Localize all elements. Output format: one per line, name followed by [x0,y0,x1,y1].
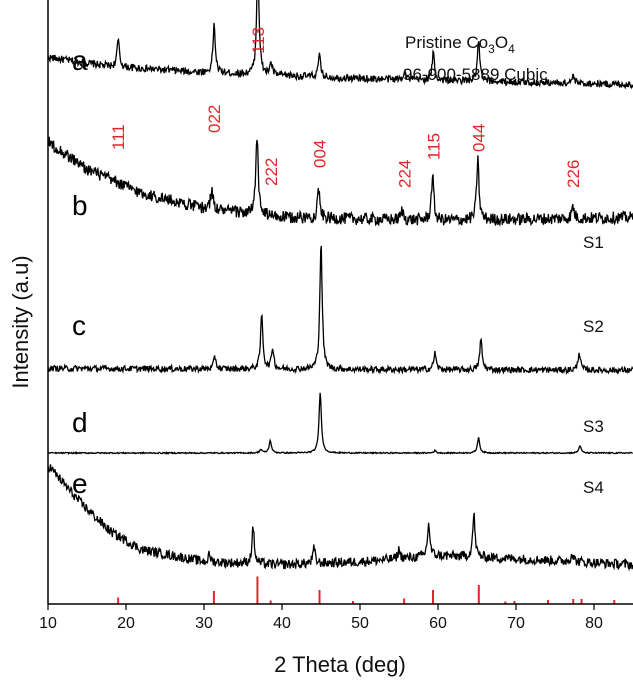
sample-labels-group: S1 S2 S3 S4 [583,233,604,497]
x-tick-label-20: 20 [117,615,135,632]
x-tick-label-50: 50 [351,615,369,632]
x-tick-label-10: 10 [39,615,57,632]
xrd-trace-d [47,392,633,456]
hkl-label-044: 044 [470,124,489,152]
hkl-labels-group: 111 022 113 222 004 224 115 044 226 [109,27,583,188]
panel-letter-e: e [72,468,88,499]
xrd-trace-b [47,136,633,227]
hkl-label-224: 224 [396,160,415,188]
plot-background [48,0,633,604]
hkl-label-226: 226 [564,160,583,188]
panel-letter-a: a [72,45,88,76]
hkl-label-004: 004 [310,140,329,168]
hkl-label-115: 115 [424,133,443,160]
xrd-trace-e [47,464,633,572]
hkl-label-111: 111 [109,124,128,150]
legend-oxygen: O [495,33,508,52]
panel-letters-group: a b c de [72,45,88,499]
x-ticks-group: 10 20 30 40 50 60 70 80 [39,604,603,632]
traces-group [47,0,633,572]
legend-compound: Pristine Co3O4 [405,33,515,56]
x-tick-label-40: 40 [273,615,291,632]
sample-label-s2: S2 [583,317,604,336]
legend-subscript-2: 4 [508,42,515,56]
x-tick-label-70: 70 [507,615,525,632]
panel-letter-d: d [72,407,88,438]
xrd-trace-a [47,0,633,90]
legend-reference-card: 96-900-5889 Cubic [403,65,548,84]
xrd-trace-c [47,245,633,376]
hkl-label-113: 113 [249,27,268,54]
legend-subscript-1: 3 [488,42,495,56]
panel-letter-c: c [72,310,86,341]
x-tick-label-80: 80 [585,615,603,632]
sample-label-s3: S3 [583,417,604,436]
hkl-label-222: 222 [262,158,281,186]
hkl-label-022: 022 [205,105,224,133]
panel-letter-b: b [72,190,88,221]
x-axis-title: 2 Theta (deg) [274,652,406,677]
x-tick-label-30: 30 [195,615,213,632]
x-tick-label-60: 60 [429,615,447,632]
sample-label-s4: S4 [583,478,604,497]
y-axis-title: Intensity (a.u) [8,255,33,388]
sample-label-s1: S1 [583,233,604,252]
legend-prefix: Pristine Co [405,33,488,52]
